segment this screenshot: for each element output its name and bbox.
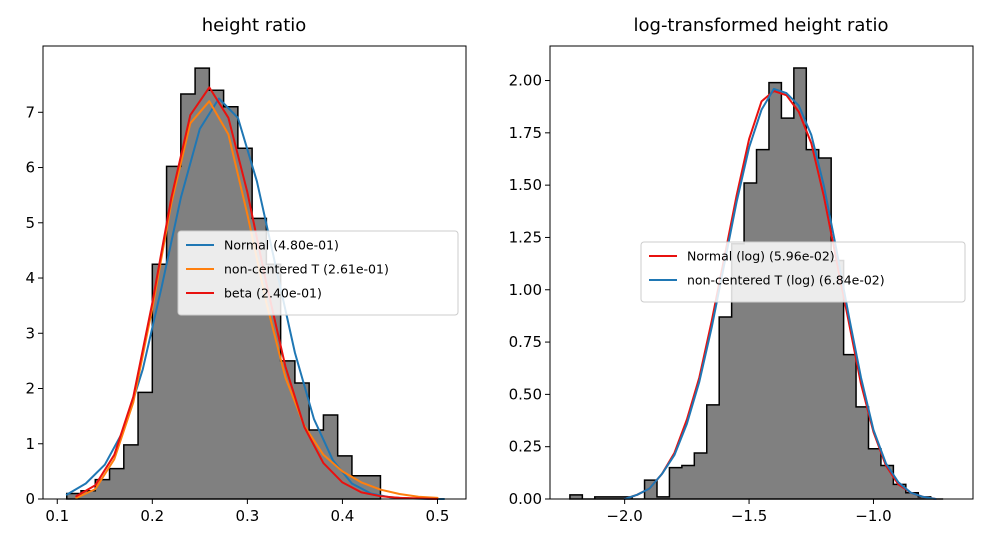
y-axis-ticks: 0.00 0.25 0.50 0.75 1.00 1.25 1.50 1.75 2.00 [509, 72, 550, 508]
x-tick-label: 0.1 [45, 507, 69, 525]
y-tick-label: 0.75 [509, 333, 542, 351]
x-tick-label: 0.4 [330, 507, 354, 525]
y-axis-ticks: 0 1 2 3 4 5 6 7 [25, 103, 43, 508]
legend-item: beta (2.40e-01) [186, 286, 322, 301]
legend: Normal (4.80e-01) non-centered T (2.61e-0… [177, 230, 459, 316]
chart-title: height ratio [202, 15, 307, 36]
y-tick: 1.00 [509, 281, 550, 299]
y-tick-label: 0 [25, 490, 35, 508]
y-tick: 0.75 [509, 333, 550, 351]
legend-item: Normal (4.80e-01) [186, 238, 339, 253]
legend-item: Normal (log) (5.96e-02) [649, 249, 835, 264]
y-tick-label: 6 [25, 159, 35, 177]
y-tick: 5 [25, 214, 43, 232]
y-tick: 0.25 [509, 438, 550, 456]
y-tick-label: 1 [25, 435, 35, 453]
y-tick-label: 7 [25, 103, 35, 121]
legend-label: non-centered T (2.61e-01) [224, 262, 389, 277]
y-tick: 6 [25, 159, 43, 177]
x-tick-label: −1.5 [731, 507, 767, 525]
y-tick-label: 5 [25, 214, 35, 232]
x-tick-label: 0.2 [140, 507, 164, 525]
x-axis-ticks: 0.1 0.2 0.3 0.4 0.5 [45, 499, 449, 525]
y-tick: 4 [25, 269, 43, 287]
x-tick-label: −2.0 [606, 507, 642, 525]
y-tick: 2.00 [509, 72, 550, 90]
x-tick: 0.2 [140, 499, 164, 525]
y-tick: 3 [25, 324, 43, 342]
legend: Normal (log) (5.96e-02) non-centered T (l… [640, 241, 966, 303]
legend-label: Normal (log) (5.96e-02) [687, 249, 835, 264]
y-tick: 2 [25, 380, 43, 398]
legend-box [177, 230, 459, 316]
x-axis-ticks: −2.0 −1.5 −1.0 [606, 499, 892, 525]
x-tick-label: 0.3 [235, 507, 259, 525]
y-tick-label: 3 [25, 324, 35, 342]
y-tick: 1.50 [509, 176, 550, 194]
series-line-2 [623, 87, 937, 500]
y-tick: 1.25 [509, 228, 550, 246]
chart-log-transformed-height-ratio: log-transformed height ratio −2.0 −1.5 −1.… [509, 15, 974, 525]
y-tick-label: 1.25 [509, 228, 542, 246]
legend-label: non-centered T (log) (6.84e-02) [687, 273, 885, 288]
y-tick: 0 [25, 490, 43, 508]
y-tick: 0.00 [509, 490, 550, 508]
y-tick: 1.75 [509, 124, 550, 142]
x-tick: −1.0 [855, 499, 892, 525]
x-tick-label: 0.5 [426, 507, 450, 525]
y-tick-label: 0.00 [509, 490, 542, 508]
chart-height-ratio: height ratio 0.1 0.2 0.3 0.4 0.5 0 1 2 3 4 5 6 7 No… [25, 15, 467, 525]
y-tick-label: 2 [25, 380, 35, 398]
legend-label: Normal (4.80e-01) [224, 238, 339, 253]
y-tick-label: 1.00 [509, 281, 542, 299]
x-tick: 0.4 [330, 499, 354, 525]
chart-title: log-transformed height ratio [634, 15, 889, 36]
y-tick-label: 2.00 [509, 72, 542, 90]
y-tick: 0.50 [509, 385, 550, 403]
x-tick: −1.5 [731, 499, 767, 525]
x-tick-label: −1.0 [855, 507, 891, 525]
legend-label: beta (2.40e-01) [224, 286, 322, 301]
x-tick: −2.0 [606, 499, 643, 525]
histogram-outline [66, 67, 382, 500]
x-tick: 0.5 [426, 499, 450, 525]
y-tick-label: 4 [25, 269, 35, 287]
fit-curves [623, 87, 937, 500]
y-tick: 7 [25, 103, 43, 121]
y-tick-label: 0.50 [509, 385, 542, 403]
x-tick: 0.1 [45, 499, 69, 525]
x-tick: 0.3 [235, 499, 259, 525]
y-tick-label: 1.75 [509, 124, 542, 142]
legend-item: non-centered T (log) (6.84e-02) [649, 273, 885, 288]
legend-box [640, 241, 966, 303]
y-tick-label: 1.50 [509, 176, 542, 194]
y-tick: 1 [25, 435, 43, 453]
y-tick-label: 0.25 [509, 438, 542, 456]
axes-frame [549, 45, 974, 500]
axes-frame [42, 45, 467, 500]
legend-item: non-centered T (2.61e-01) [186, 262, 389, 277]
